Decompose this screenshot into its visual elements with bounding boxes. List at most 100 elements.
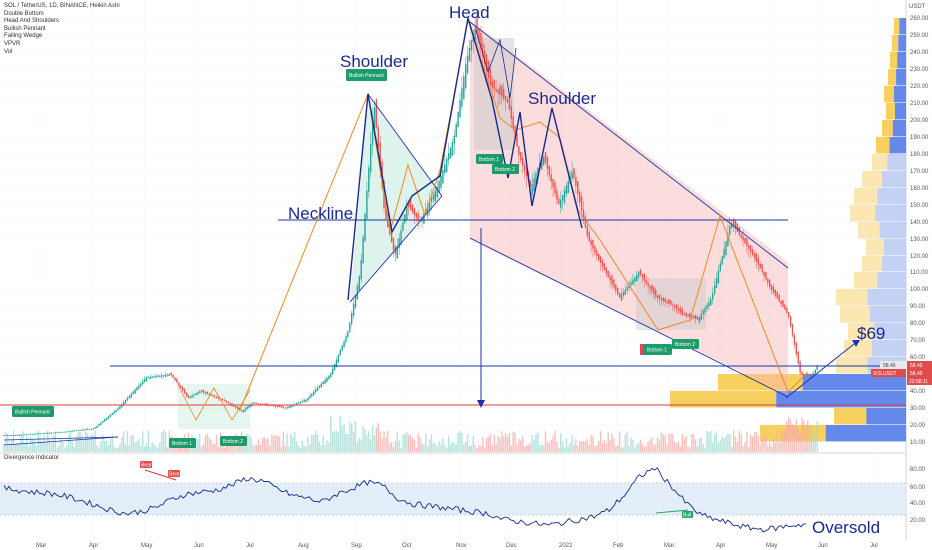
candle-body [541,157,543,170]
volume-bar [128,445,131,452]
candle-body [476,17,478,35]
volume-bar [542,445,545,452]
candle-body [240,409,243,412]
last-price-tags: 58.45 58.45 22:08:11 SOLUSDT 58.45 [871,361,932,385]
candle-body [449,147,452,159]
candle-body [704,307,706,313]
volume-bar [484,447,486,452]
bullish-pennant-badge-2: Bullish Pennant [12,406,54,417]
volume-bar [102,434,104,452]
legend-indicator[interactable]: VPVR [4,40,21,47]
candle-body [573,168,575,178]
candle-body [765,272,767,280]
candle-body [20,434,22,436]
volume-bar [7,433,9,452]
candle-body [39,433,41,435]
candle-body [691,315,693,318]
legend-indicator[interactable]: Head And Shoulders [4,18,60,25]
volume-bar [105,440,108,452]
volume-bar [666,444,668,452]
volume-bar [265,438,267,452]
candle-body [275,405,277,407]
candle-body [522,157,524,166]
volume-bar [100,440,102,452]
candle-body [90,428,93,430]
candle-body [18,434,20,436]
candle-body [41,433,43,435]
volume-bar [539,444,541,452]
time-tick-label: May [141,543,152,549]
candle-body [330,373,332,378]
vpvr-row-buy [877,272,906,289]
svg-text:Bottom 2: Bottom 2 [495,167,515,173]
volume-bar [605,443,607,452]
candle-body [770,285,773,291]
candle-body [607,270,609,277]
candle-body [284,407,286,409]
volume-bar [318,441,321,452]
volume-bar [531,434,533,452]
volume-bar [788,416,790,452]
candle-body [43,433,45,435]
legend-indicator[interactable]: Double Bottom [4,10,44,17]
volume-bar [301,440,303,452]
legend-indicator[interactable]: Bullish Pennant [4,25,46,32]
candle-body [322,381,324,385]
candle-body [719,263,721,272]
candle-body [457,112,459,128]
vpvr-row-buy [869,306,906,323]
candle-body [335,359,338,367]
candle-body [3,435,5,436]
candle-body [191,395,193,399]
volume-bar [746,431,748,452]
vpvr-row-buy [892,120,906,137]
volume-bar [489,433,492,452]
volume-bar [607,432,609,452]
candle-body [143,379,146,383]
oscillator-axis: 80.00 60.00 40.00 20.00 [910,467,926,524]
legend-indicator[interactable]: Falling Wedge [4,33,43,40]
candle-body [5,435,7,436]
volume-bar [459,431,461,452]
candle-body [561,195,564,201]
volume-bar [786,421,788,452]
volume-bar [271,433,273,452]
candle-body [560,199,562,208]
legend-symbol[interactable]: SOL / TetherUS, 1D, BINANCE, Heikin Ashi [4,3,120,9]
candle-body [170,372,172,375]
candle-body [510,106,512,119]
candle-body [793,335,796,345]
volume-bar [567,446,569,452]
volume-bar [693,434,695,452]
candle-body [142,381,144,385]
volume-bar [734,436,737,452]
time-axis[interactable]: Mar Apr May Jun Jul Aug Sep Oct Nov Dec 2022 Feb Mar… [36,543,878,549]
vpvr-row-buy [875,205,906,222]
volume-bar [807,420,809,452]
volume-bar [672,434,674,452]
volume-bar [94,430,96,452]
volume-bar [64,447,66,452]
time-tick-label: Dec [506,543,517,549]
volume-bar [778,442,780,452]
volume-bar [294,431,296,452]
candle-body [788,312,790,317]
candle-body [755,253,758,262]
candle-body [290,405,292,408]
volume-bar [763,435,765,452]
candle-body [162,374,165,376]
price-tick-label: 180.00 [910,152,929,158]
candle-body [130,393,132,398]
legend-indicator[interactable]: Vol [4,48,13,55]
candle-body [88,428,91,430]
volume-bar [246,433,248,452]
volume-bar [242,442,245,452]
candle-body [109,414,112,417]
candle-body [358,276,360,291]
oscillator-title: Divergence Indicator [4,455,60,461]
candle-body [816,366,818,371]
candle-body [485,54,488,71]
volume-bar [92,435,94,452]
vpvr-row-buy [897,52,906,69]
